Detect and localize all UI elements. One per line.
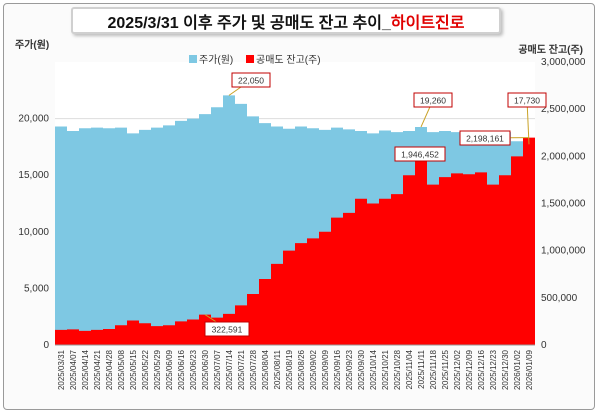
- left-tick-label: 20,000: [18, 114, 49, 125]
- x-tick-label: 2025/12/30: [501, 349, 510, 390]
- annotation-label: 2,198,161: [466, 134, 504, 144]
- x-tick-label: 2025/07/14: [225, 349, 234, 390]
- annotation-box: [413, 92, 453, 108]
- right-tick-label: 2,000,000: [541, 151, 586, 162]
- annotation-box: [204, 321, 250, 337]
- right-tick-label: 0: [541, 340, 547, 351]
- right-tick-label: 500,000: [541, 293, 578, 304]
- x-tick-label: 2025/09/23: [345, 349, 354, 390]
- x-tick-label: 2025/04/07: [69, 349, 78, 390]
- x-tick-label: 2025/05/29: [153, 349, 162, 390]
- legend-label-short: 공매도 잔고(주): [256, 54, 321, 66]
- x-tick-label: 2025/09/16: [333, 349, 342, 390]
- short-balance-area: [55, 137, 535, 345]
- x-tick-label: 2025/12/16: [477, 349, 486, 390]
- annotation-box: [394, 146, 446, 162]
- x-tick-label: 2025/07/28: [249, 349, 258, 390]
- x-tick-label: 2025/08/11: [273, 349, 282, 389]
- x-tick-label: 2025/12/09: [465, 349, 474, 390]
- left-tick-label: 5,000: [24, 283, 49, 294]
- x-tick-label: 2025/03/31: [57, 349, 66, 390]
- x-tick-label: 2025/09/30: [357, 349, 366, 390]
- x-tick-label: 2025/08/04: [261, 349, 270, 390]
- annotation-box: [507, 92, 547, 108]
- legend-label-price: 주가(원): [199, 54, 233, 66]
- chart-title: 2025/3/31 이후 주가 및 공매도 잔고 추이_ 하이트진로: [71, 7, 501, 34]
- x-tick-label: 2025/10/21: [381, 349, 390, 390]
- right-tick-label: 1,000,000: [541, 246, 586, 257]
- x-tick-label: 2025/12/02: [453, 349, 462, 390]
- right-tick-label: 2,500,000: [541, 104, 586, 115]
- annotation-label: 1,946,452: [401, 150, 439, 160]
- legend-swatch-price: [189, 55, 197, 63]
- annotation-box: [459, 130, 511, 146]
- x-tick-label: 2025/04/14: [81, 349, 90, 390]
- x-tick-label: 2025/11/25: [441, 349, 450, 389]
- x-tick-label: 2025/06/30: [201, 349, 210, 390]
- x-tick-label: 2025/10/14: [369, 349, 378, 390]
- x-tick-label: 2025/08/19: [285, 349, 294, 390]
- x-tick-label: 2025/05/22: [141, 349, 150, 390]
- left-tick-label: 0: [43, 340, 49, 351]
- x-tick-label: 2025/06/16: [177, 349, 186, 390]
- annotation-label: 19,260: [420, 96, 446, 106]
- annotation-box: [231, 72, 271, 88]
- left-tick-label: 10,000: [18, 227, 49, 238]
- x-tick-label: 2025/04/28: [105, 349, 114, 390]
- left-axis-title: 주가(원): [15, 38, 49, 51]
- x-tick-label: 2025/11/18: [429, 349, 438, 389]
- x-tick-label: 2025/04/21: [93, 349, 102, 390]
- right-axis-title: 공매도 잔고(주): [518, 43, 583, 56]
- x-tick-label: 2025/07/21: [237, 349, 246, 390]
- annotation-label: 22,050: [238, 76, 264, 86]
- x-tick-label: 2025/05/15: [129, 349, 138, 390]
- left-tick-label: 15,000: [18, 170, 49, 181]
- x-tick-label: 2025/09/09: [321, 349, 330, 390]
- annotation-label: 17,730: [514, 96, 540, 106]
- x-tick-label: 2025/09/02: [309, 349, 318, 390]
- x-tick-label: 2025/05/08: [117, 349, 126, 390]
- x-tick-label: 2026/01/09: [525, 349, 534, 390]
- x-tick-label: 2025/10/28: [393, 349, 402, 390]
- right-tick-label: 3,000,000: [541, 57, 586, 68]
- annotation-label: 322,591: [212, 325, 243, 335]
- legend-swatch-short: [246, 55, 254, 63]
- x-tick-label: 2025/06/23: [189, 349, 198, 390]
- x-tick-label: 2025/08/26: [297, 349, 306, 390]
- x-tick-label: 2025/12/23: [489, 349, 498, 390]
- title-highlight: 하이트진로: [390, 14, 465, 32]
- x-tick-label: 2025/11/04: [405, 349, 414, 389]
- x-tick-label: 2025/07/07: [213, 349, 222, 390]
- title-prefix: 2025/3/31 이후 주가 및 공매도 잔고 추이_: [107, 14, 391, 32]
- right-tick-label: 1,500,000: [541, 199, 586, 210]
- x-tick-label: 2025/11/11: [417, 349, 426, 388]
- x-tick-label: 2025/06/09: [165, 349, 174, 390]
- x-tick-label: 2026/01/02: [513, 349, 522, 390]
